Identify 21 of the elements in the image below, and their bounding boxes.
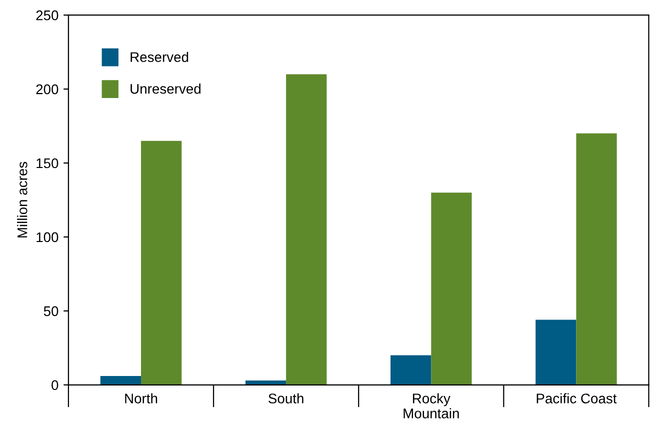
bar bbox=[245, 380, 286, 385]
bar bbox=[576, 133, 617, 385]
y-tick-label: 200 bbox=[36, 84, 58, 94]
x-tick-label: South bbox=[268, 393, 304, 404]
y-tick-label: 250 bbox=[36, 10, 58, 20]
x-tick-label: Pacific Coast bbox=[536, 393, 617, 404]
y-tick-label: 0 bbox=[52, 380, 58, 390]
bar bbox=[286, 74, 327, 385]
bar bbox=[390, 355, 432, 385]
y-tick-label: 100 bbox=[36, 232, 58, 242]
y-axis-title: Million acres bbox=[17, 162, 28, 238]
legend-label: Unreserved bbox=[130, 84, 200, 94]
bar bbox=[140, 140, 182, 385]
x-tick-label: North bbox=[125, 393, 158, 404]
x-tick-label: Rocky Mountain bbox=[404, 393, 459, 418]
y-tick-label: 50 bbox=[44, 306, 58, 316]
bar bbox=[536, 320, 576, 385]
bar bbox=[431, 192, 472, 385]
legend-label: Reserved bbox=[130, 52, 188, 62]
y-tick-label: 150 bbox=[36, 158, 58, 168]
bar bbox=[100, 376, 141, 385]
